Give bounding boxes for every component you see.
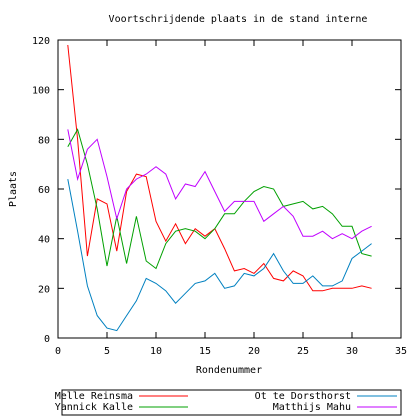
y-axis-label: Plaats xyxy=(8,171,19,207)
x-tick-label: 5 xyxy=(104,346,110,357)
legend-label-yannick-kalle: Yannick Kalle xyxy=(55,402,133,413)
series-line-melle-reinsma xyxy=(67,44,372,292)
y-tick-label: 100 xyxy=(32,86,50,97)
y-tick-label: 80 xyxy=(38,135,50,146)
legend-label-matthijs-mahu: Matthijs Mahu xyxy=(273,402,351,413)
x-tick-label: 10 xyxy=(150,346,162,357)
y-tick-label: 120 xyxy=(32,36,50,47)
x-tick-label: 25 xyxy=(297,346,309,357)
x-tick-label: 15 xyxy=(199,346,211,357)
x-axis-label: Rondenummer xyxy=(196,365,262,376)
series-line-matthijs-mahu xyxy=(67,129,372,240)
x-tick-label: 20 xyxy=(248,346,260,357)
y-tick-label: 60 xyxy=(38,185,50,196)
y-tick-label: 0 xyxy=(44,334,50,345)
x-axis: 0 5 10 15 20 25 30 35 xyxy=(55,40,407,357)
legend-box xyxy=(61,389,402,416)
series-line-yannick-kalle xyxy=(67,128,372,270)
x-tick-label: 0 xyxy=(55,346,61,357)
legend-label-ot-te-dorsthorst: Ot te Dorsthorst xyxy=(255,391,351,402)
y-tick-label: 40 xyxy=(38,235,50,246)
x-tick-label: 35 xyxy=(395,346,407,357)
y-tick-label: 20 xyxy=(38,284,50,295)
legend-label-melle-reinsma: Melle Reinsma xyxy=(55,391,133,402)
series-lines xyxy=(67,44,372,332)
chart-title: Voortschrijdende plaats in de stand inte… xyxy=(109,14,368,25)
x-tick-label: 30 xyxy=(346,346,358,357)
series-line-ot-te-dorsthorst xyxy=(67,179,372,332)
y-axis: 0 20 40 60 80 100 120 xyxy=(32,36,401,345)
